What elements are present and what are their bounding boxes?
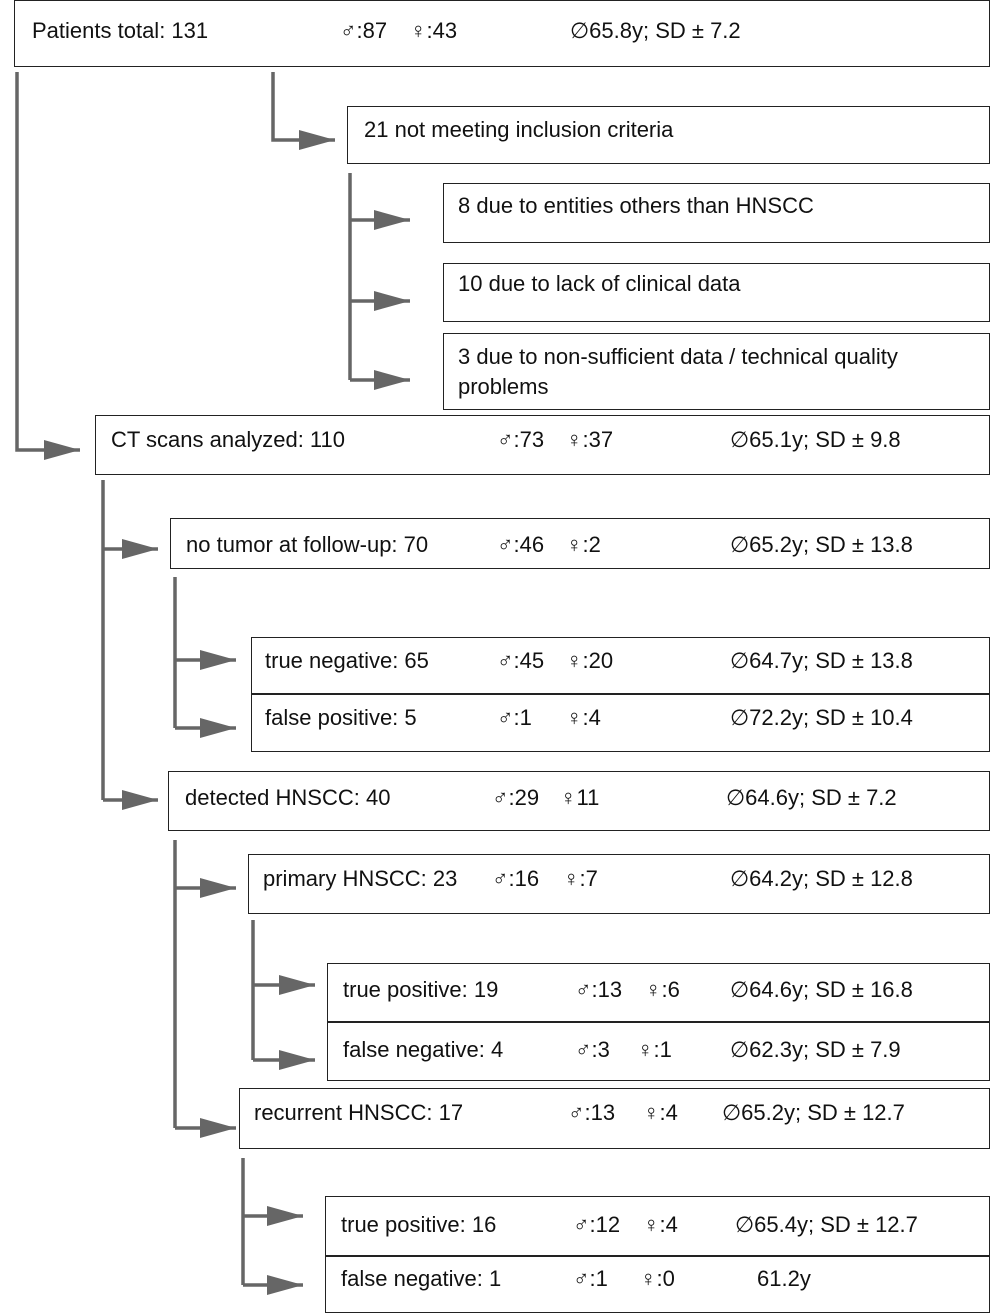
primary-female: ♀:7 (563, 866, 598, 891)
rec-fn-female: ♀:0 (640, 1266, 675, 1291)
total-male: ♂:87 (340, 18, 388, 43)
recurrent-box (239, 1088, 990, 1149)
true-negative-box (251, 637, 990, 695)
recurrent-label: recurrent HNSCC: 17 (254, 1100, 464, 1125)
rec-tp-box (325, 1196, 990, 1258)
primary-age: ∅64.2y; SD ± 12.8 (730, 866, 913, 891)
ct-label: CT scans analyzed: 110 (111, 427, 345, 452)
true-negative-female: ♀:20 (566, 648, 614, 673)
rec-fn-male: ♂:1 (573, 1266, 608, 1291)
true-negative-label: true negative: 65 (265, 648, 429, 673)
rec-fn-label: false negative: 1 (341, 1266, 502, 1291)
ct-female: ♀:37 (566, 427, 614, 452)
excluded-box (347, 106, 990, 164)
prim-fn-female: ♀:1 (637, 1037, 672, 1062)
primary-label: primary HNSCC: 23 (263, 866, 458, 891)
rec-tp-female: ♀:4 (643, 1212, 678, 1237)
excl-entities-box (443, 183, 990, 243)
false-positive-label: false positive: 5 (265, 705, 417, 730)
prim-fn-age: ∅62.3y; SD ± 7.9 (730, 1037, 901, 1062)
recurrent-age: ∅65.2y; SD ± 12.7 (722, 1100, 905, 1125)
true-negative-age: ∅64.7y; SD ± 13.8 (730, 648, 913, 673)
false-positive-box (251, 693, 990, 752)
ct-male: ♂:73 (497, 427, 545, 452)
total-age: ∅65.8y; SD ± 7.2 (570, 18, 741, 43)
ct-box (95, 415, 990, 475)
connector-total-to-excluded (271, 72, 335, 150)
false-positive-age: ∅72.2y; SD ± 10.4 (730, 705, 913, 730)
detected-age: ∅64.6y; SD ± 7.2 (726, 785, 897, 810)
false-positive-female: ♀:4 (566, 705, 601, 730)
connector-total-to-ct (15, 72, 80, 460)
total-label: Patients total: 131 (32, 18, 209, 43)
prim-fn-male: ♂:3 (575, 1037, 610, 1062)
prim-tp-age: ∅64.6y; SD ± 16.8 (730, 977, 913, 1002)
no-tumor-label: no tumor at follow-up: 70 (186, 532, 429, 557)
no-tumor-female: ♀:2 (566, 532, 601, 557)
rec-tp-age: ∅65.4y; SD ± 12.7 (735, 1212, 918, 1237)
excl-quality-label: 3 due to non-sufficient data / technical… (458, 344, 898, 399)
primary-male: ♂:16 (492, 866, 540, 891)
detected-male: ♂:29 (492, 785, 540, 810)
true-negative-male: ♂:45 (497, 648, 545, 673)
excl-clinical-box (443, 263, 990, 322)
no-tumor-male: ♂:46 (497, 532, 545, 557)
primary-box (248, 854, 990, 914)
detected-female: ♀11 (560, 785, 600, 810)
excl-quality-box (443, 333, 990, 410)
recurrent-male: ♂:13 (568, 1100, 616, 1125)
detected-box (168, 771, 990, 831)
false-positive-male: ♂:1 (497, 705, 532, 730)
rec-fn-age: 61.2y (757, 1266, 811, 1291)
prim-tp-female: ♀:6 (645, 977, 680, 1002)
prim-tp-male: ♂:13 (575, 977, 623, 1002)
excl-entities-label: 8 due to entities others than HNSCC (458, 193, 814, 218)
rec-tp-label: true positive: 16 (341, 1212, 497, 1237)
prim-fn-box (327, 1021, 990, 1081)
total-female: ♀:43 (410, 18, 458, 43)
prim-tp-label: true positive: 19 (343, 977, 499, 1002)
total-box (14, 0, 990, 67)
ct-age: ∅65.1y; SD ± 9.8 (730, 427, 901, 452)
rec-tp-male: ♂:12 (573, 1212, 621, 1237)
excluded-label: 21 not meeting inclusion criteria (364, 117, 674, 142)
no-tumor-age: ∅65.2y; SD ± 13.8 (730, 532, 913, 557)
excl-clinical-label: 10 due to lack of clinical data (458, 271, 741, 296)
prim-fn-label: false negative: 4 (343, 1037, 504, 1062)
recurrent-female: ♀:4 (643, 1100, 678, 1125)
detected-label: detected HNSCC: 40 (185, 785, 391, 810)
no-tumor-box (170, 518, 990, 569)
